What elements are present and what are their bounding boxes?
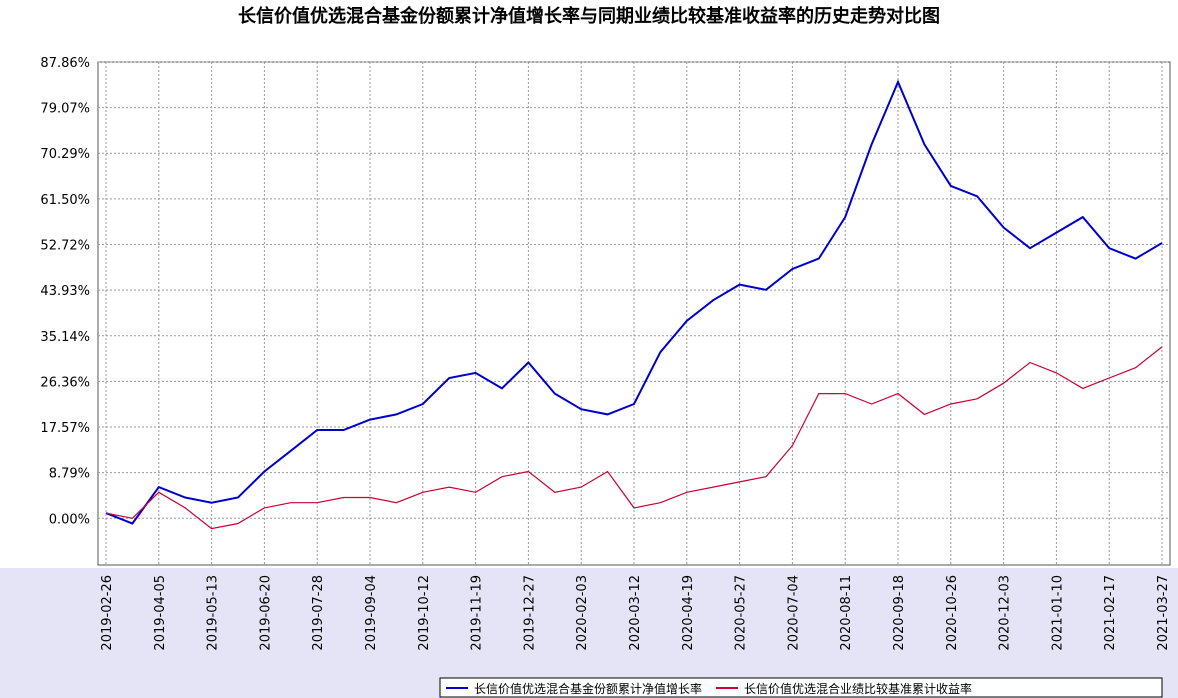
x-tick-label: 2019-02-26	[100, 575, 115, 651]
plot-area	[97, 61, 1171, 566]
chart-title: 长信价值优选混合基金份额累计净值增长率与同期业绩比较基准收益率的历史走势对比图	[238, 5, 940, 27]
x-tick-label: 2019-12-27	[522, 575, 537, 651]
y-tick-label: 35.14%	[40, 330, 90, 345]
x-tick-label: 2020-03-12	[628, 575, 643, 651]
y-tick-label: 43.93%	[40, 284, 90, 299]
x-tick-label: 2019-05-13	[206, 575, 221, 651]
legend-label: 长信价值优选混合基金份额累计净值增长率	[474, 681, 702, 696]
series-line	[105, 346, 1163, 530]
x-tick-label: 2019-09-04	[364, 575, 379, 651]
y-tick-label: 70.29%	[40, 147, 90, 162]
x-tick-label: 2020-10-26	[945, 575, 960, 651]
y-tick-label: 79.07%	[40, 102, 90, 117]
legend-box	[439, 677, 1163, 698]
y-tick-label: 0.00%	[49, 512, 90, 527]
x-tick-label: 2021-01-10	[1050, 575, 1065, 651]
axis-band	[0, 568, 1178, 698]
x-tick-label: 2020-09-18	[892, 575, 907, 651]
y-tick-label: 8.79%	[49, 467, 90, 482]
y-tick-label: 87.86%	[40, 56, 90, 71]
x-tick-label: 2021-03-27	[1156, 575, 1171, 651]
x-tick-label: 2020-02-03	[575, 575, 590, 651]
y-tick-label: 17.57%	[40, 421, 90, 436]
x-tick-label: 2019-10-12	[417, 575, 432, 651]
y-tick-label: 26.36%	[40, 375, 90, 390]
x-tick-label: 2019-07-28	[311, 575, 326, 651]
x-tick-label: 2020-07-04	[786, 575, 801, 651]
x-tick-label: 2020-08-11	[839, 575, 854, 651]
x-tick-label: 2019-11-19	[470, 575, 485, 651]
x-tick-label: 2019-04-05	[153, 575, 168, 651]
x-tick-label: 2020-12-03	[998, 575, 1013, 651]
y-tick-label: 52.72%	[40, 238, 90, 253]
legend-label: 长信价值优选混合业绩比较基准累计收益率	[744, 681, 972, 696]
series-line	[105, 79, 1163, 525]
legend: 长信价值优选混合基金份额累计净值增长率 长信价值优选混合业绩比较基准累计收益率	[439, 677, 1163, 698]
x-tick-label: 2021-02-17	[1103, 575, 1118, 651]
y-tick-label: 61.50%	[40, 193, 90, 208]
x-tick-label: 2020-05-27	[734, 575, 749, 651]
x-tick-label: 2019-06-20	[258, 575, 273, 651]
x-tick-label: 2020-04-19	[681, 575, 696, 651]
